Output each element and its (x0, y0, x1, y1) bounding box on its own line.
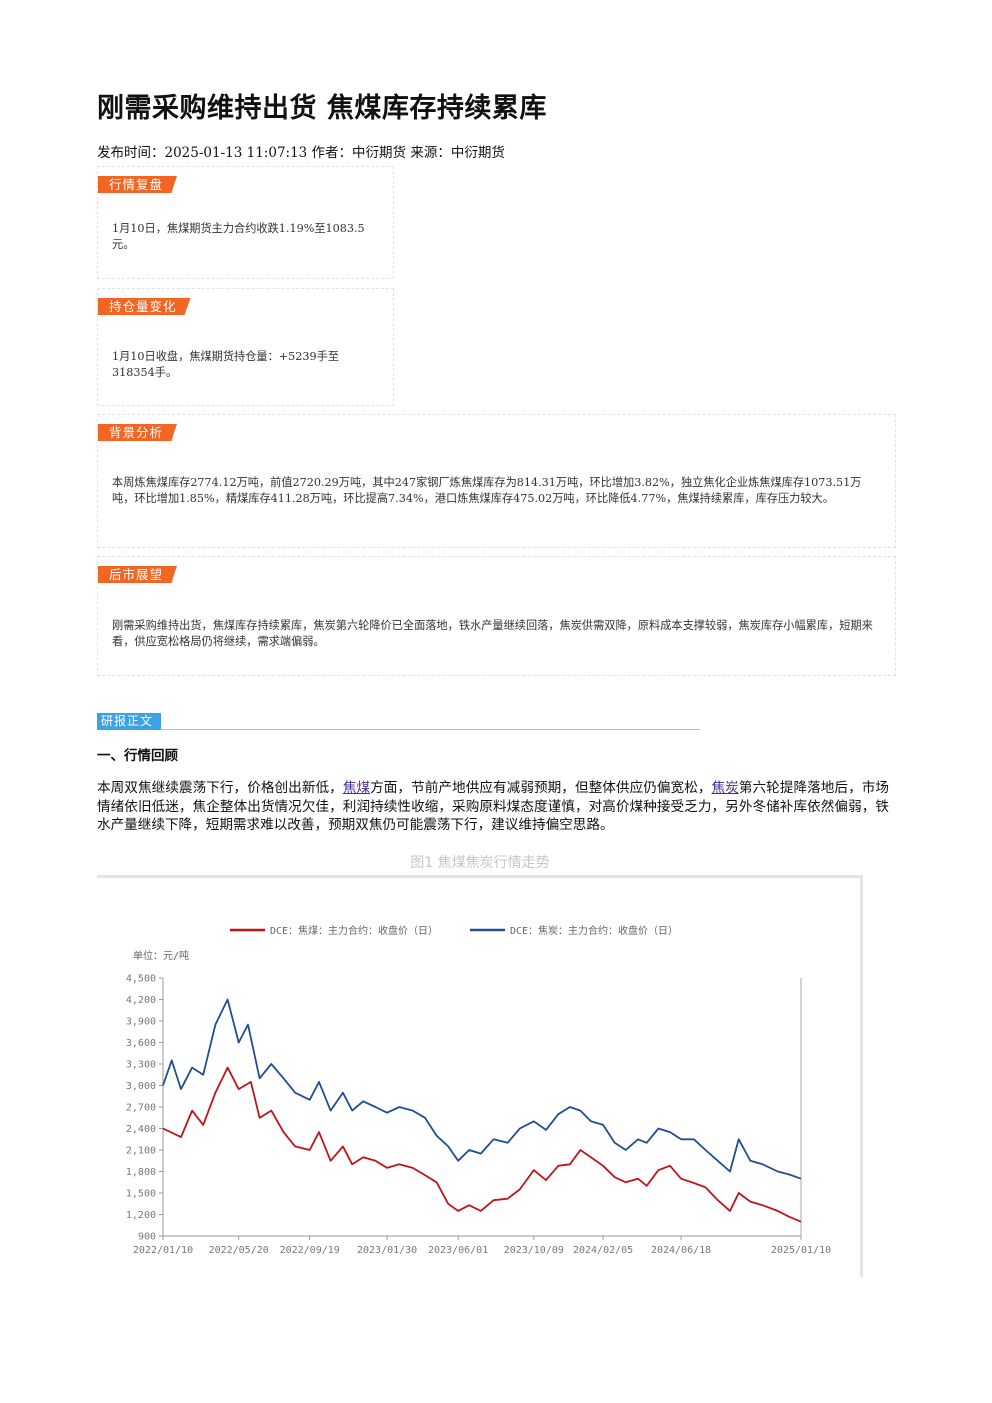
outlook-tag: 后市展望 (98, 566, 177, 583)
series-line-coke (162, 998, 802, 1180)
y-tick-label: 2,400 (126, 1124, 156, 1135)
market-review-text: 1月10日，焦煤期货主力合约收跌1.19%至1083.5元。 (112, 222, 365, 251)
market-review-box: 行情复盘 1月10日，焦煤期货主力合约收跌1.19%至1083.5元。 (97, 166, 394, 279)
position-change-tag: 持仓量变化 (98, 298, 191, 315)
body-paragraph: 本周双焦继续震荡下行，价格创出新低，焦煤方面，节前产地供应有减弱预期，但整体供应… (97, 779, 889, 835)
coking-coal-link[interactable]: 焦煤 (342, 780, 371, 796)
background-analysis-text: 本周炼焦煤库存2774.12万吨，前值2720.29万吨，其中247家钢厂炼焦煤… (112, 476, 862, 505)
y-tick-label: 3,600 (126, 1038, 156, 1049)
price-line-chart: DCE：焦煤：主力合约：收盘价（日） DCE：焦炭：主力合约：收盘价（日） 单位… (126, 924, 831, 1256)
y-tick-label: 1,200 (126, 1210, 156, 1221)
background-analysis-tag: 背景分析 (98, 424, 177, 441)
legend-label-coking-coal: DCE：焦煤：主力合约：收盘价（日） (270, 924, 438, 937)
y-tick-label: 4,500 (126, 974, 156, 985)
section-heading: 一、行情回顾 (97, 748, 178, 764)
position-change-text: 1月10日收盘，焦煤期货持仓量：+5239手至318354手。 (112, 350, 340, 379)
y-tick-label: 1,800 (126, 1167, 156, 1178)
x-tick-label: 2022/05/20 (209, 1245, 269, 1256)
outlook-box: 后市展望 刚需采购维持出货，焦煤库存持续累库，焦炭第六轮降价已全面落地，铁水产量… (97, 556, 896, 676)
research-tag: 研报正文 (97, 713, 162, 730)
research-divider (160, 729, 700, 730)
background-analysis-box: 背景分析 本周炼焦煤库存2774.12万吨，前值2720.29万吨，其中247家… (97, 414, 896, 548)
y-tick-label: 1,500 (126, 1189, 156, 1200)
unit-label: 单位：元/吨 (133, 949, 189, 962)
x-tick-label: 2023/10/09 (504, 1245, 564, 1256)
legend-label-coke: DCE：焦炭：主力合约：收盘价（日） (510, 924, 678, 937)
x-tick-label: 2022/01/10 (133, 1245, 193, 1256)
article-meta: 发布时间：2025-01-13 11:07:13 作者：中衍期货 来源：中衍期货 (97, 145, 505, 161)
chart-series (162, 998, 802, 1223)
para-text-1: 本周双焦继续震荡下行，价格创出新低， (97, 780, 343, 796)
series-line-coking-coal (162, 1066, 802, 1223)
x-tick-label: 2023/06/01 (428, 1245, 488, 1256)
chart-frame (97, 875, 863, 1277)
para-text-2: 方面，节前产地供应有减弱预期，但整体供应仍偏宽松， (370, 780, 712, 796)
y-tick-label: 3,000 (126, 1081, 156, 1092)
position-change-box: 持仓量变化 1月10日收盘，焦煤期货持仓量：+5239手至318354手。 (97, 288, 394, 406)
y-tick-label: 2,700 (126, 1103, 156, 1114)
y-tick-label: 3,900 (126, 1017, 156, 1028)
x-tick-label: 2022/09/19 (280, 1245, 340, 1256)
y-tick-label: 900 (138, 1232, 156, 1243)
x-axis: 2022/01/10 2022/05/20 2022/09/19 2023/01/30… (133, 978, 831, 1256)
x-tick-label: 2024/06/18 (651, 1245, 711, 1256)
y-tick-label: 4,200 (126, 995, 156, 1006)
coke-link[interactable]: 焦炭 (711, 780, 739, 796)
figure-caption: 图1 焦煤焦炭行情走势 (410, 855, 550, 871)
x-tick-label: 2023/01/30 (357, 1245, 417, 1256)
article-title: 刚需采购维持出货 焦煤库存持续累库 (97, 93, 547, 124)
y-tick-label: 2,100 (126, 1146, 156, 1157)
x-tick-label: 2025/01/10 (771, 1245, 831, 1256)
x-tick-label: 2024/02/05 (573, 1245, 633, 1256)
y-tick-label: 3,300 (126, 1060, 156, 1071)
chart-legend: DCE：焦煤：主力合约：收盘价（日） DCE：焦炭：主力合约：收盘价（日） (230, 924, 678, 937)
market-review-tag: 行情复盘 (98, 176, 177, 193)
outlook-text: 刚需采购维持出货，焦煤库存持续累库，焦炭第六轮降价已全面落地，铁水产量继续回落，… (112, 619, 873, 648)
y-axis: 4,500 4,200 3,900 3,600 3,300 3,000 2,700 2,400… (126, 974, 164, 1243)
para-text-3: 第六轮提降落地后，市场情绪依旧低迷，焦企整体出货情况欠佳，利润持续性收缩，采购原… (97, 780, 889, 833)
